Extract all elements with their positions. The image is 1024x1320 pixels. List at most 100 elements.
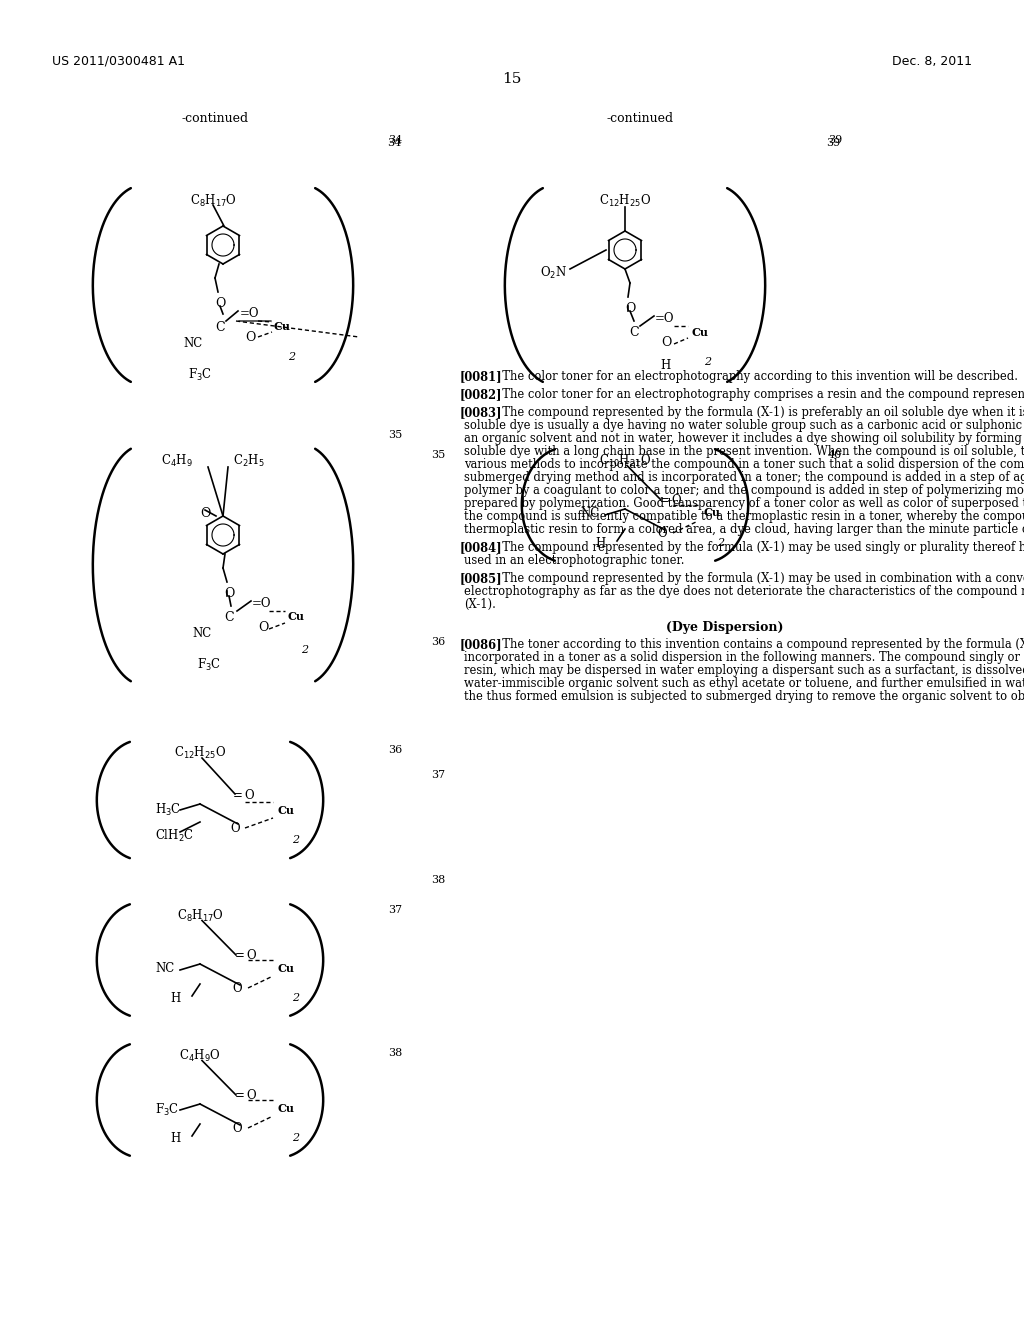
Text: the compound is sufficiently compatible to a thermoplastic resin in a toner, whe: the compound is sufficiently compatible … [464,510,1024,523]
Text: O$_2$N: O$_2$N [540,265,567,281]
Text: 2: 2 [717,539,724,548]
Text: [0086]: [0086] [460,638,503,651]
Text: C$_4$H$_9$: C$_4$H$_9$ [162,453,193,469]
Text: H$_3$C: H$_3$C [155,803,181,818]
Text: -continued: -continued [181,112,249,125]
Text: The compound represented by the formula (X-1) is preferably an oil soluble dye w: The compound represented by the formula … [496,407,1024,418]
Text: O: O [660,337,671,348]
Text: Cu: Cu [703,507,720,519]
Text: prepared by polymerization. Good transparency of a toner color as well as color : prepared by polymerization. Good transpa… [464,498,1024,510]
Text: O: O [245,331,255,345]
Text: [0083]: [0083] [460,407,503,418]
Text: Cu: Cu [278,962,295,974]
Text: Cu: Cu [278,1102,295,1114]
Text: electrophotography as far as the dye does not deteriorate the characteristics of: electrophotography as far as the dye doe… [464,585,1024,598]
Text: $=$O: $=$O [232,1088,257,1102]
Text: C$_{12}$H$_{25}$O: C$_{12}$H$_{25}$O [599,193,651,209]
Text: $=$O: $=$O [657,492,682,507]
Text: Cu: Cu [278,804,295,816]
Text: soluble dye is usually a dye having no water soluble group such as a carbonic ac: soluble dye is usually a dye having no w… [464,418,1024,432]
Text: polymer by a coagulant to color a toner; and the compound is added in step of po: polymer by a coagulant to color a toner;… [464,484,1024,498]
Text: 2: 2 [292,993,299,1003]
Text: 36: 36 [431,638,445,647]
Text: The toner according to this invention contains a compound represented by the for: The toner according to this invention co… [496,638,1024,651]
Text: O: O [230,822,240,836]
Text: $=$O: $=$O [230,788,255,803]
Text: $=$O: $=$O [232,948,257,962]
Text: F$_3$C: F$_3$C [188,367,212,383]
Text: (Dye Dispersion): (Dye Dispersion) [667,620,783,634]
Text: ClH$_2$C: ClH$_2$C [155,828,194,843]
Text: C: C [215,321,225,334]
Text: 39: 39 [828,135,843,145]
Text: [0085]: [0085] [460,572,503,585]
Text: C$_{10}$H$_{21}$O: C$_{10}$H$_{21}$O [599,453,651,469]
Text: the thus formed emulsion is subjected to submerged drying to remove the organic : the thus formed emulsion is subjected to… [464,690,1024,704]
Text: Dec. 8, 2011: Dec. 8, 2011 [892,55,972,69]
Text: The color toner for an electrophotography according to this invention will be de: The color toner for an electrophotograph… [496,370,1018,383]
Text: 2: 2 [301,645,308,655]
Text: water-immiscible organic solvent such as ethyl acetate or toluene, and further e: water-immiscible organic solvent such as… [464,677,1024,690]
Text: C$_2$H$_5$: C$_2$H$_5$ [233,453,264,469]
Text: =O: =O [240,308,259,319]
Text: 15: 15 [503,73,521,86]
Text: 40: 40 [828,450,843,459]
Text: 2: 2 [292,836,299,845]
Text: O: O [224,587,234,601]
Text: NC: NC [155,962,174,975]
Text: F$_3$C: F$_3$C [155,1102,179,1118]
Text: 37: 37 [388,906,402,915]
Text: Cu: Cu [274,322,291,333]
Text: O: O [200,507,210,520]
Text: H: H [170,1133,180,1144]
Text: NC: NC [183,337,203,350]
Text: C$_8$H$_{17}$O: C$_8$H$_{17}$O [189,193,237,209]
Text: various methods to incorporate the compound in a toner such that a solid dispers: various methods to incorporate the compo… [464,458,1024,471]
Text: O: O [232,982,242,995]
Text: 35: 35 [431,450,445,459]
Text: 34: 34 [388,135,402,145]
Text: 2: 2 [292,1133,299,1143]
Text: The compound represented by the formula (X-1) may be used in combination with a : The compound represented by the formula … [496,572,1024,585]
Text: H: H [660,359,671,372]
Text: C$_{12}$H$_{25}$O: C$_{12}$H$_{25}$O [174,744,226,762]
Text: C: C [224,611,233,624]
Text: Cu: Cu [287,611,304,623]
Text: submerged drying method and is incorporated in a toner; the compound is added in: submerged drying method and is incorpora… [464,471,1024,484]
Text: The compound represented by the formula (X-1) may be used singly or plurality th: The compound represented by the formula … [496,541,1024,554]
Text: 38: 38 [388,1048,402,1059]
Text: [0084]: [0084] [460,541,503,554]
Text: O: O [258,620,268,634]
Text: US 2011/0300481 A1: US 2011/0300481 A1 [52,55,185,69]
Text: 2: 2 [705,356,711,367]
Text: The color toner for an electrophotography comprises a resin and the compound rep: The color toner for an electrophotograph… [496,388,1024,401]
Text: O: O [657,527,667,540]
Text: 36: 36 [388,744,402,755]
Text: incorporated in a toner as a solid dispersion in the following manners. The comp: incorporated in a toner as a solid dispe… [464,651,1024,664]
Text: F$_3$C: F$_3$C [197,657,221,673]
Text: NC: NC [193,627,211,640]
Text: 38: 38 [431,875,445,884]
Text: H: H [170,993,180,1005]
Text: 39: 39 [826,139,841,148]
Text: [0082]: [0082] [460,388,503,401]
Text: C: C [629,326,639,339]
Text: H: H [595,537,605,550]
Text: soluble dye with a long chain base in the present invention. When the compound i: soluble dye with a long chain base in th… [464,445,1024,458]
Text: an organic solvent and not in water, however it includes a dye showing oil solub: an organic solvent and not in water, how… [464,432,1024,445]
Text: thermoplastic resin to form a colored area, a dye cloud, having larger than the : thermoplastic resin to form a colored ar… [464,523,1024,536]
Text: -continued: -continued [606,112,674,125]
Text: 35: 35 [388,430,402,440]
Text: Cu: Cu [692,326,709,338]
Text: (X-1).: (X-1). [464,598,496,611]
Text: resin, which may be dispersed in water employing a dispersant such as a surfacta: resin, which may be dispersed in water e… [464,664,1024,677]
Text: 34: 34 [387,139,401,148]
Text: 2: 2 [288,352,295,362]
Text: =O: =O [655,312,675,325]
Text: =O: =O [252,597,271,610]
Text: 37: 37 [431,770,445,780]
Text: O: O [232,1122,242,1135]
Text: C$_8$H$_{17}$O: C$_8$H$_{17}$O [176,908,223,924]
Text: used in an electrophotographic toner.: used in an electrophotographic toner. [464,554,684,568]
Text: O: O [625,302,635,315]
